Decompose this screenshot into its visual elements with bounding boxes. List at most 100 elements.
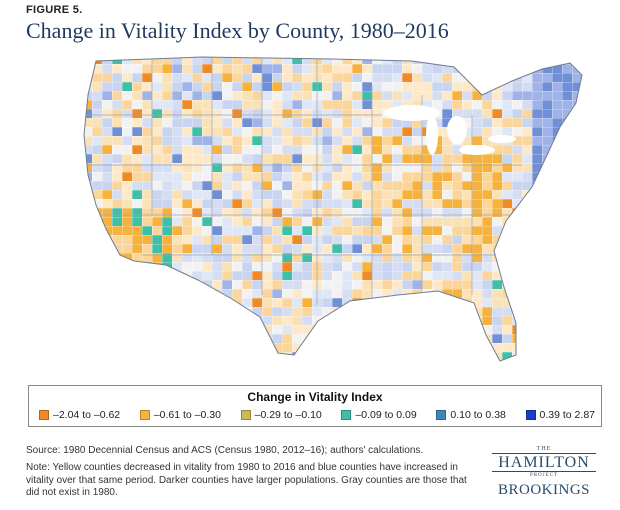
county-cell	[382, 370, 392, 375]
county-cell	[342, 352, 352, 361]
county-cell	[432, 370, 442, 375]
county-cell	[562, 307, 572, 316]
county-cell	[542, 289, 552, 298]
county-cell	[452, 370, 462, 375]
county-cell	[84, 289, 92, 298]
county-cell	[242, 370, 252, 375]
county-cell	[84, 307, 92, 316]
county-cell	[522, 343, 532, 352]
county-cell	[112, 262, 122, 271]
county-cell	[542, 361, 552, 370]
county-cell	[132, 262, 142, 271]
county-cell	[572, 352, 582, 361]
county-cell	[152, 370, 162, 375]
county-cell	[172, 289, 182, 298]
county-cell	[242, 352, 252, 361]
county-cell	[412, 298, 422, 307]
county-cell	[392, 352, 402, 361]
county-cell	[372, 316, 382, 325]
county-cell	[92, 307, 102, 316]
county-cell	[92, 226, 102, 235]
county-cell	[312, 343, 322, 352]
county-cell	[592, 280, 602, 289]
county-cell	[312, 334, 322, 343]
county-cell	[542, 343, 552, 352]
legend-item: –0.29 to –0.10	[240, 409, 322, 421]
county-cell	[512, 289, 522, 298]
county-cell	[222, 307, 232, 316]
county-cell	[84, 334, 92, 343]
county-cell	[202, 289, 212, 298]
county-cell	[162, 370, 172, 375]
legend-title: Change in Vitality Index	[247, 390, 383, 404]
county-cell	[412, 352, 422, 361]
county-cell	[182, 370, 192, 375]
county-cell	[112, 271, 122, 280]
county-cell	[472, 73, 482, 82]
county-cell	[402, 352, 412, 361]
county-cell	[582, 145, 592, 154]
county-cell	[462, 334, 472, 343]
county-cell	[582, 91, 592, 100]
county-cell	[512, 280, 522, 289]
county-cell	[292, 361, 302, 370]
county-cell	[212, 307, 222, 316]
county-cell	[132, 334, 142, 343]
county-cell	[202, 316, 212, 325]
county-cell	[522, 217, 532, 226]
county-cell	[182, 316, 192, 325]
county-cell	[92, 352, 102, 361]
county-cell	[532, 271, 542, 280]
county-cell	[412, 361, 422, 370]
county-cell	[212, 316, 222, 325]
county-cell	[562, 57, 572, 64]
county-cell	[132, 316, 142, 325]
legend-swatch	[39, 410, 49, 420]
county-cell	[422, 343, 432, 352]
county-cell	[442, 361, 452, 370]
county-cell	[422, 316, 432, 325]
county-cell	[492, 361, 502, 370]
legend-item: 0.39 to 2.87	[525, 409, 595, 421]
county-cell	[582, 55, 592, 64]
county-cell	[382, 343, 392, 352]
county-cell	[192, 325, 202, 334]
county-cell	[84, 235, 92, 244]
county-cell	[552, 343, 562, 352]
note-text: Note: Yellow counties decreased in vital…	[26, 462, 467, 498]
county-cell	[552, 154, 562, 163]
county-cell	[84, 343, 92, 352]
county-cell	[522, 370, 532, 375]
county-cell	[172, 280, 182, 289]
county-cell	[552, 325, 562, 334]
county-cell	[372, 370, 382, 375]
county-cell	[232, 325, 242, 334]
county-cell	[552, 163, 562, 172]
county-cell	[502, 253, 512, 262]
county-cell	[152, 289, 162, 298]
county-cell	[322, 343, 332, 352]
county-cell	[362, 343, 372, 352]
county-cell	[512, 298, 522, 307]
county-cell	[252, 343, 262, 352]
county-cell	[332, 334, 342, 343]
county-cell	[592, 352, 602, 361]
county-cell	[532, 361, 542, 370]
county-cell	[402, 334, 412, 343]
county-cell	[582, 271, 592, 280]
county-cell	[222, 325, 232, 334]
county-cell	[542, 271, 552, 280]
county-cell	[84, 298, 92, 307]
county-cell	[502, 271, 512, 280]
legend-swatch	[436, 410, 447, 420]
county-cell	[552, 370, 562, 375]
county-cell	[542, 208, 552, 217]
county-cell	[442, 307, 452, 316]
county-cell	[482, 73, 492, 82]
county-cell	[92, 271, 102, 280]
county-cell	[522, 361, 532, 370]
county-cell	[132, 325, 142, 334]
county-cell	[562, 370, 572, 375]
county-cell	[582, 370, 592, 375]
county-cell	[122, 343, 132, 352]
